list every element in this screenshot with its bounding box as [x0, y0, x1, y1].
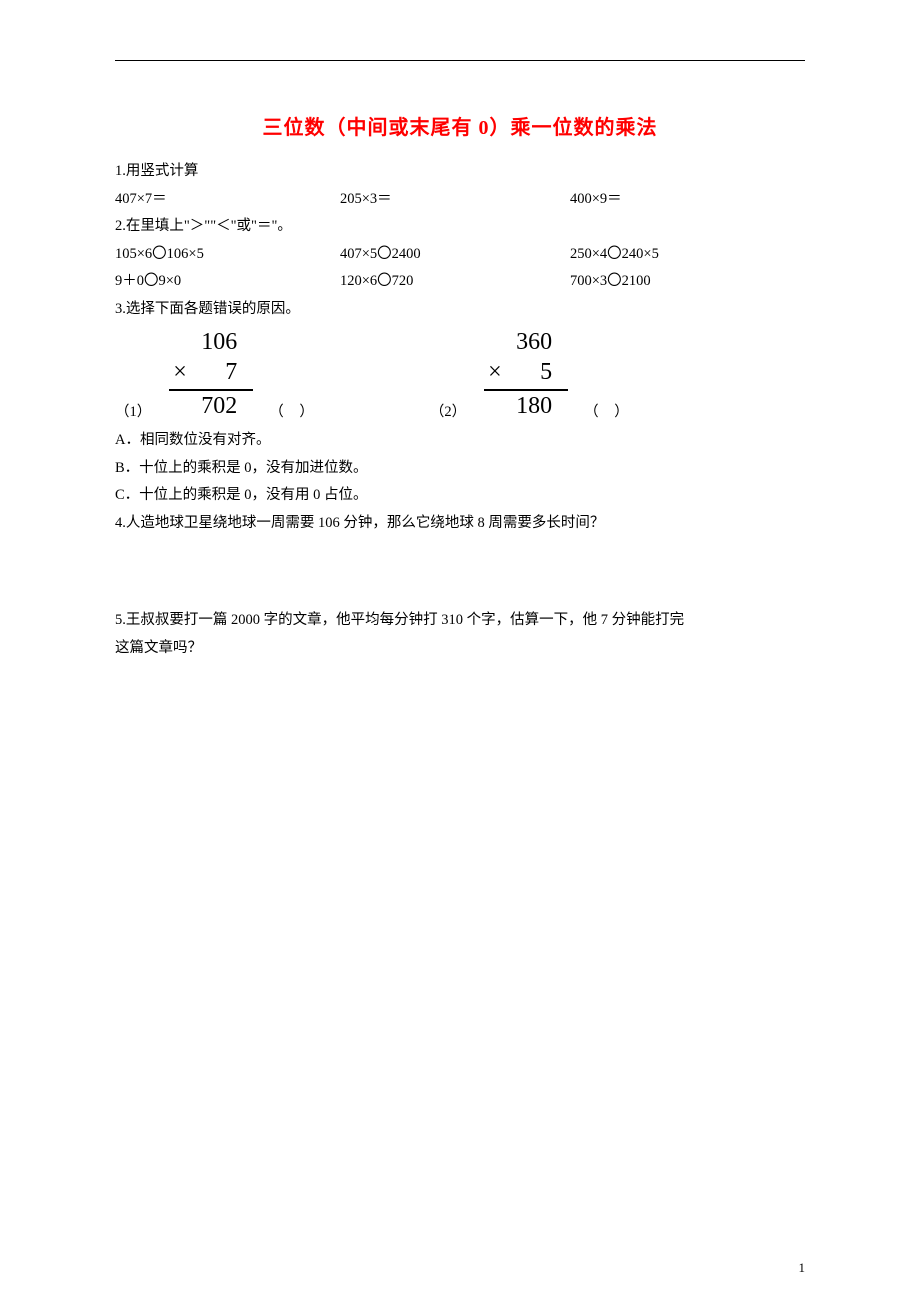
- q3-p1-vertical-mul: 106 × 7 702: [169, 327, 253, 421]
- page-number: 1: [799, 1260, 806, 1276]
- q2-r1-c2: 407×5〇2400: [340, 241, 570, 269]
- q1-expressions: 407×7＝ 205×3＝ 400×9＝: [115, 186, 805, 214]
- q3-option-a: A．相同数位没有对齐。: [115, 427, 805, 455]
- q3-option-b: B．十位上的乘积是 0，没有加进位数。: [115, 455, 805, 483]
- q3-p1-result: 702: [169, 391, 253, 421]
- q3-p1-index: （1）: [115, 400, 151, 421]
- q1-label: 1.用竖式计算: [115, 158, 805, 186]
- multiply-sign: ×: [173, 357, 187, 387]
- q2-row-1: 105×6〇106×5 407×5〇2400 250×4〇240×5: [115, 241, 805, 269]
- q3-p2-bottom-row: × 5: [484, 357, 568, 387]
- q1-expr-3: 400×9＝: [570, 186, 805, 214]
- q1-expr-1: 407×7＝: [115, 186, 340, 214]
- q3-problems-row: （1） 106 × 7 702 （ ） （2） 360 × 5 180 （ ）: [115, 327, 805, 421]
- q3-options: A．相同数位没有对齐。 B．十位上的乘积是 0，没有加进位数。 C．十位上的乘积…: [115, 427, 805, 510]
- multiply-sign: ×: [488, 357, 502, 387]
- q2-row-2: 9＋0〇9×0 120×6〇720 700×3〇2100: [115, 268, 805, 296]
- q3-p2-index: （2）: [430, 400, 466, 421]
- q3-p2-vertical-mul: 360 × 5 180: [484, 327, 568, 421]
- q4-workspace: [115, 537, 805, 607]
- q3-option-c: C．十位上的乘积是 0，没有用 0 占位。: [115, 482, 805, 510]
- top-horizontal-rule: [115, 60, 805, 61]
- q3-label: 3.选择下面各题错误的原因。: [115, 296, 805, 324]
- q2-r1-c1: 105×6〇106×5: [115, 241, 340, 269]
- q2-r2-c2: 120×6〇720: [340, 268, 570, 296]
- q3-p2-bottom: 5: [540, 359, 552, 385]
- q3-p2-top: 360: [484, 327, 568, 357]
- q3-p1-bottom-row: × 7: [169, 357, 253, 387]
- q2-r1-c3: 250×4〇240×5: [570, 241, 805, 269]
- q4-text: 4.人造地球卫星绕地球一周需要 106 分钟，那么它绕地球 8 周需要多长时间？: [115, 510, 805, 538]
- q3-p1-top: 106: [169, 327, 253, 357]
- q2-label: 2.在里填上"＞""＜"或"＝"。: [115, 213, 805, 241]
- worksheet-page: 三位数（中间或末尾有 0）乘一位数的乘法 1.用竖式计算 407×7＝ 205×…: [0, 0, 920, 1302]
- q3-p2-result: 180: [484, 391, 568, 421]
- q2-r2-c1: 9＋0〇9×0: [115, 268, 340, 296]
- q2-r2-c3: 700×3〇2100: [570, 268, 805, 296]
- q1-expr-2: 205×3＝: [340, 186, 570, 214]
- q3-p2-blank: （ ）: [584, 400, 635, 421]
- q3-p1-bottom: 7: [225, 359, 237, 385]
- q5-text-line1: 5.王叔叔要打一篇 2000 字的文章，他平均每分钟打 310 个字，估算一下，…: [115, 607, 805, 635]
- q5-text-line2: 这篇文章吗？: [115, 635, 805, 663]
- page-title: 三位数（中间或末尾有 0）乘一位数的乘法: [115, 111, 805, 140]
- q3-p1-blank: （ ）: [269, 400, 320, 421]
